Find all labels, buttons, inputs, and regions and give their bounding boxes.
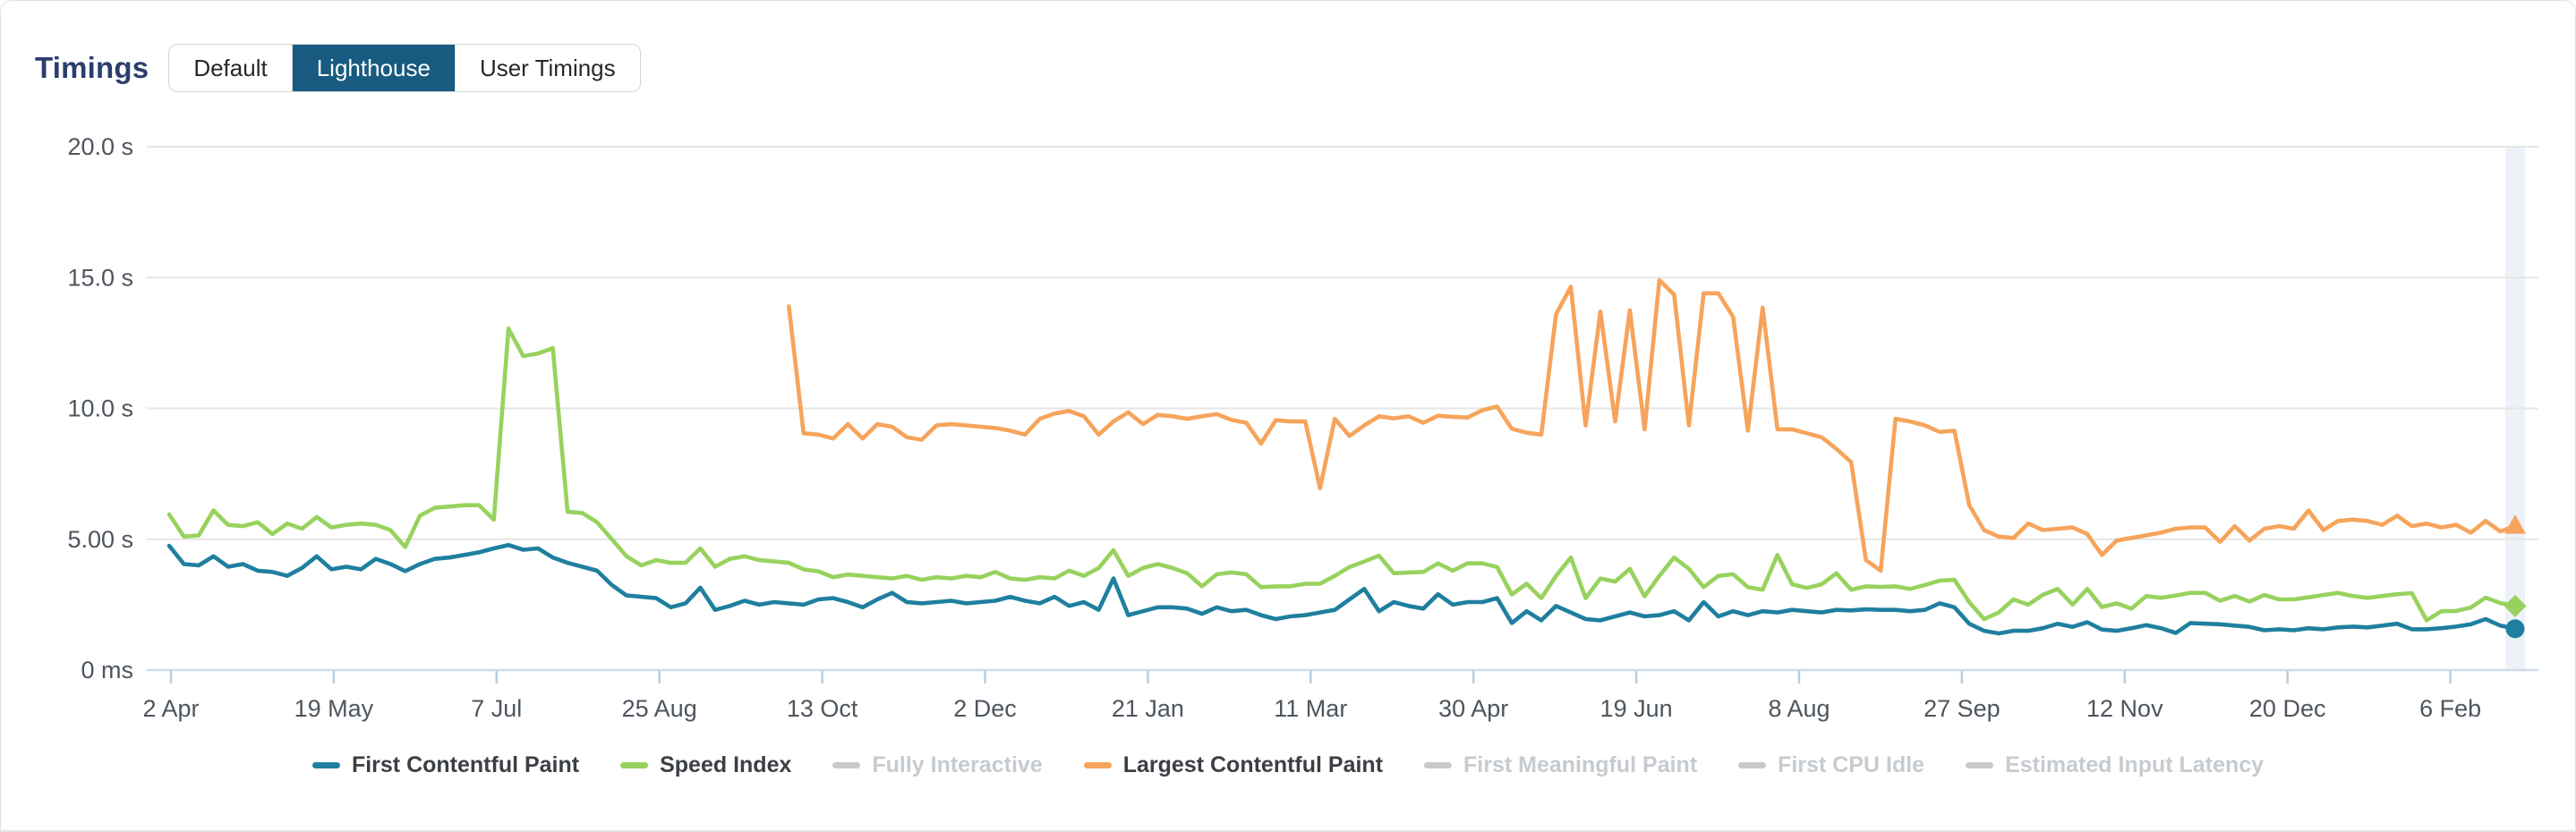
legend-label: First CPU Idle bbox=[1778, 752, 1925, 777]
speed-index-line-swatch-icon bbox=[620, 762, 649, 768]
fcp-line-swatch-icon bbox=[311, 762, 340, 768]
first-meaningful-paint-line-swatch-icon bbox=[1424, 762, 1453, 768]
legend-label: Largest Contentful Paint bbox=[1122, 752, 1384, 777]
legend-item-estimated-input-latency[interactable]: Estimated Input Latency bbox=[1966, 752, 2264, 778]
legend-label: Fully Interactive bbox=[872, 752, 1043, 777]
svg-text:12 Nov: 12 Nov bbox=[2086, 695, 2163, 722]
tab-lighthouse-label: Lighthouse bbox=[316, 54, 431, 81]
tab-default[interactable]: Default bbox=[169, 45, 293, 91]
tab-default-label: Default bbox=[193, 54, 268, 81]
svg-text:15.0 s: 15.0 s bbox=[67, 264, 133, 291]
fully-interactive-line-swatch-icon bbox=[832, 762, 861, 768]
timings-header: Timings Default Lighthouse User Timings bbox=[35, 44, 641, 92]
tab-user-timings-label: User Timings bbox=[479, 54, 616, 81]
svg-text:11 Mar: 11 Mar bbox=[1274, 695, 1347, 722]
timings-mode-switcher: Default Lighthouse User Timings bbox=[168, 44, 641, 92]
legend-item-largest-contentful-paint[interactable]: Largest Contentful Paint bbox=[1083, 752, 1384, 778]
svg-text:19 May: 19 May bbox=[294, 695, 374, 722]
svg-text:20.0 s: 20.0 s bbox=[67, 133, 133, 160]
svg-text:27 Sep: 27 Sep bbox=[1923, 695, 2000, 722]
tab-lighthouse[interactable]: Lighthouse bbox=[292, 45, 456, 91]
first-cpu-idle-line-swatch-icon bbox=[1738, 762, 1767, 768]
svg-text:2 Apr: 2 Apr bbox=[142, 695, 199, 722]
chart-legend: First Contentful Paint Speed Index Fully… bbox=[1, 752, 2575, 778]
legend-label: Estimated Input Latency bbox=[2005, 752, 2265, 777]
svg-text:10.0 s: 10.0 s bbox=[67, 395, 133, 422]
legend-item-fully-interactive[interactable]: Fully Interactive bbox=[832, 752, 1043, 778]
estimated-input-latency-line-swatch-icon bbox=[1966, 762, 1994, 768]
svg-text:20 Dec: 20 Dec bbox=[2249, 695, 2326, 722]
svg-text:8 Aug: 8 Aug bbox=[1768, 695, 1830, 722]
legend-label: First Meaningful Paint bbox=[1463, 752, 1698, 777]
svg-text:30 Apr: 30 Apr bbox=[1438, 695, 1508, 722]
legend-item-first-meaningful-paint[interactable]: First Meaningful Paint bbox=[1424, 752, 1697, 778]
svg-text:2 Dec: 2 Dec bbox=[953, 695, 1017, 722]
tab-user-timings[interactable]: User Timings bbox=[456, 45, 640, 91]
lcp-line-swatch-icon bbox=[1083, 762, 1112, 768]
page-title: Timings bbox=[35, 51, 149, 84]
card-bottom-divider bbox=[1, 830, 2575, 831]
svg-text:0 ms: 0 ms bbox=[81, 657, 133, 683]
legend-item-speed-index[interactable]: Speed Index bbox=[620, 752, 791, 778]
svg-text:19 Jun: 19 Jun bbox=[1600, 695, 1673, 722]
legend-item-first-cpu-idle[interactable]: First CPU Idle bbox=[1738, 752, 1924, 778]
svg-text:5.00 s: 5.00 s bbox=[67, 526, 133, 553]
svg-text:6 Feb: 6 Feb bbox=[2419, 695, 2481, 722]
legend-label: Speed Index bbox=[660, 752, 792, 777]
legend-item-first-contentful-paint[interactable]: First Contentful Paint bbox=[311, 752, 580, 778]
svg-text:7 Jul: 7 Jul bbox=[471, 695, 522, 722]
svg-text:13 Oct: 13 Oct bbox=[787, 695, 858, 722]
legend-label: First Contentful Paint bbox=[351, 752, 580, 777]
svg-text:21 Jan: 21 Jan bbox=[1112, 695, 1184, 722]
svg-text:25 Aug: 25 Aug bbox=[622, 695, 697, 722]
